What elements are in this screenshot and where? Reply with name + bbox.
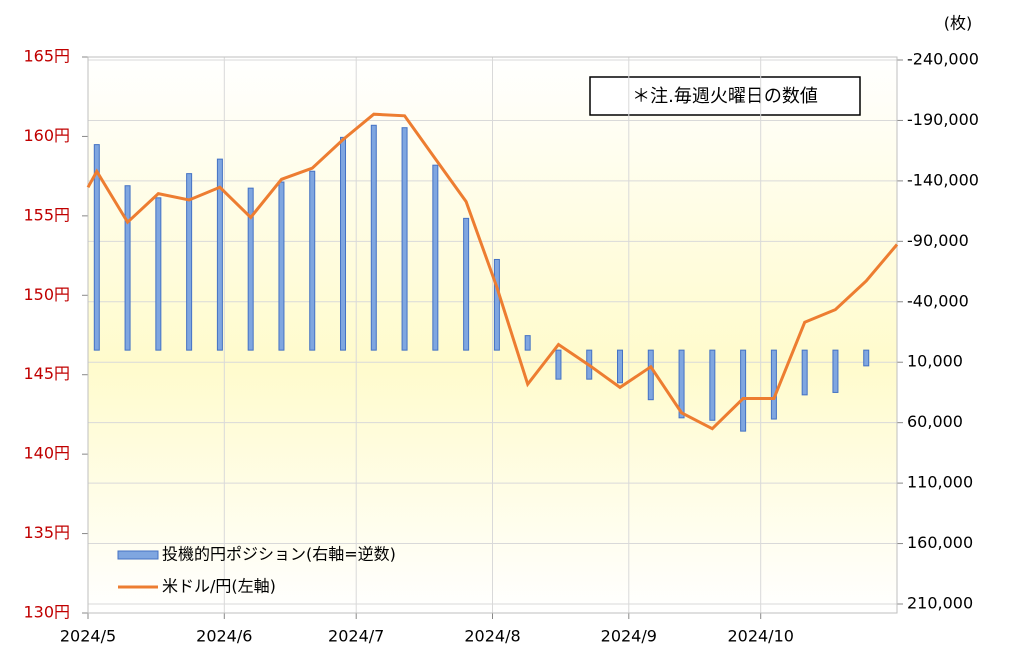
y2-tick-label: 60,000 (907, 412, 963, 431)
bar (340, 136, 347, 351)
y2-tick-label: -240,000 (907, 50, 979, 69)
bar (247, 187, 254, 351)
annotation: ＊注.毎週火曜日の数値 (632, 86, 818, 107)
plot-border (87, 56, 898, 614)
y2-tick-label: 110,000 (907, 473, 973, 492)
annotation-box (589, 76, 861, 116)
y-tick-label: 150円 (23, 285, 70, 304)
bar (401, 127, 408, 351)
bar (93, 144, 100, 351)
y-tick-label: 135円 (23, 523, 70, 542)
y2-axis-label: (枚) (944, 14, 973, 33)
bar (463, 217, 470, 351)
bar (155, 197, 162, 351)
legend-swatch (117, 550, 159, 560)
y-tick-label: 140円 (23, 444, 70, 463)
x-tick-label: 2024/8 (464, 627, 520, 646)
bar (709, 349, 716, 421)
y-tick-label: 165円 (23, 47, 70, 66)
bar (647, 349, 654, 401)
y-tick-label: 145円 (23, 364, 70, 383)
y2-tick-label: 160,000 (907, 533, 973, 552)
y-tick-label: 130円 (23, 603, 70, 622)
line (86, 112, 899, 431)
bar (370, 124, 377, 351)
bar (555, 349, 562, 380)
bar (432, 164, 439, 351)
bar (309, 170, 316, 351)
bar (216, 158, 223, 351)
bar (801, 349, 808, 396)
y2-tick-label: -140,000 (907, 170, 979, 189)
bar (493, 258, 500, 351)
y2-tick-label: 10,000 (907, 352, 963, 371)
x-tick-label: 2024/5 (60, 627, 116, 646)
bar (770, 349, 777, 420)
bar (617, 349, 624, 384)
x-tick-label: 2024/7 (328, 627, 384, 646)
y-tick-label: 155円 (23, 205, 70, 224)
legend-label: 米ドル/円(左軸) (162, 577, 276, 596)
y2-tick-label: -190,000 (907, 110, 979, 129)
y-tick-label: 160円 (23, 126, 70, 145)
y2-tick-label: -90,000 (907, 231, 969, 250)
bar (186, 173, 193, 351)
bar (278, 181, 285, 351)
y2-tick-label: 210,000 (907, 594, 973, 613)
bar (678, 349, 685, 419)
x-tick-label: 2024/9 (601, 627, 657, 646)
bar (863, 349, 870, 367)
x-tick-label: 2024/10 (727, 627, 793, 646)
legend-label: 投機的円ポジション(右軸=逆数) (162, 545, 396, 564)
y2-tick-label: -40,000 (907, 291, 969, 310)
bar (740, 349, 747, 432)
bar (832, 349, 839, 393)
bar (524, 335, 531, 351)
x-tick-label: 2024/6 (196, 627, 252, 646)
bar (124, 185, 131, 351)
